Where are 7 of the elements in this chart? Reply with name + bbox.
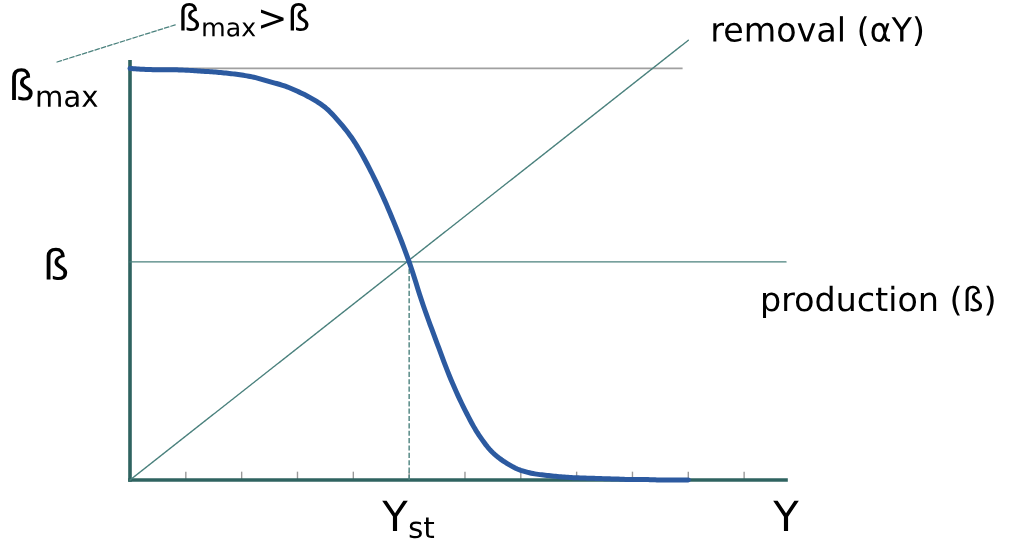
text: ß$_{max}$>ß — [181, 2, 309, 37]
ref-line-label: ß$_{max}$ — [12, 68, 98, 108]
x-tick-label: Y$_{st}$ — [382, 500, 435, 539]
series-label: removal (αY) — [713, 16, 923, 46]
text: ß — [46, 247, 68, 281]
x-tick-label: Y — [773, 500, 799, 532]
series-label: production (ß) — [763, 285, 994, 319]
